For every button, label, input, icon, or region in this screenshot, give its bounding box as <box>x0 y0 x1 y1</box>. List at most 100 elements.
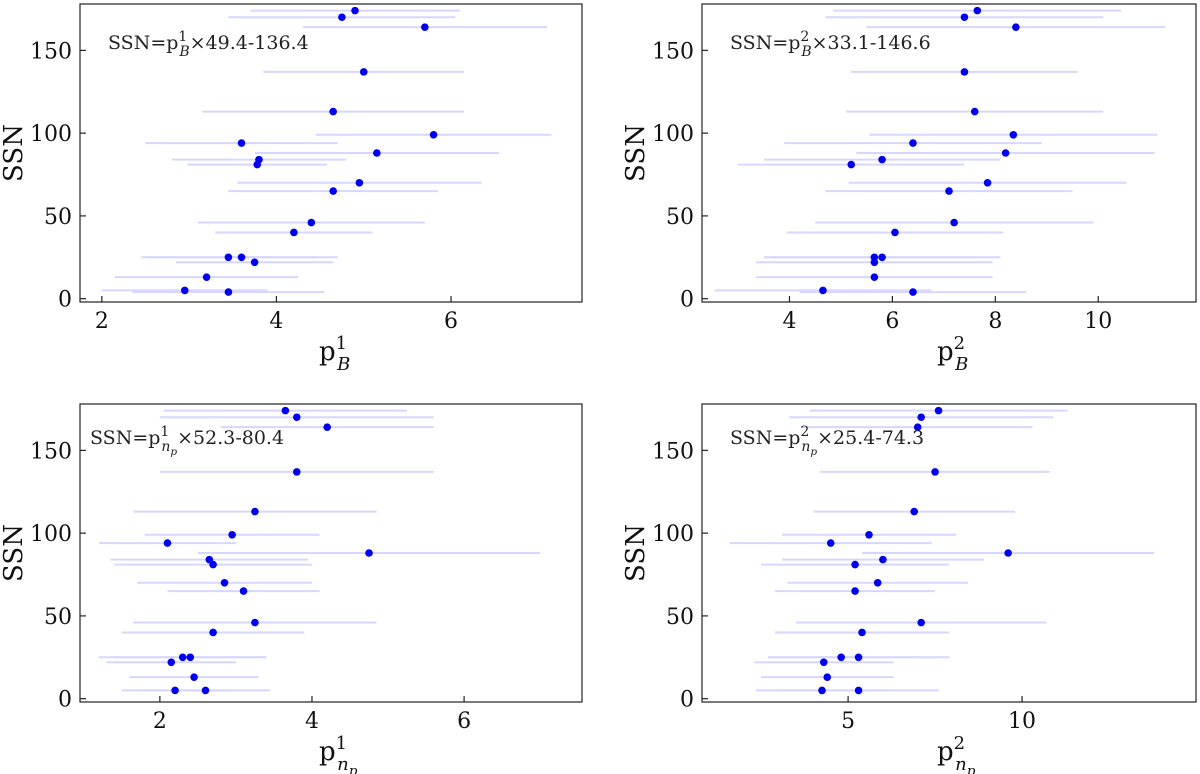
data-point <box>909 139 917 147</box>
x-tick-label: 6 <box>885 309 899 334</box>
data-point <box>934 406 943 415</box>
data-point <box>359 68 368 76</box>
data-point <box>1001 149 1010 157</box>
x-tick-label: 2 <box>153 709 167 734</box>
regression-annotation: SSN=p2 np×25.4-74.3 <box>730 424 924 458</box>
data-point <box>973 6 982 15</box>
data-point <box>879 555 887 564</box>
data-point <box>819 658 828 667</box>
data-point <box>429 130 438 139</box>
y-axis-label: SSN <box>0 124 29 182</box>
regression-annotation: SSN=p2 B×33.1-146.6 <box>730 29 931 60</box>
data-point <box>186 653 195 662</box>
x-axis-label: p2 np <box>937 733 976 774</box>
data-point <box>163 539 172 547</box>
x-tick-label: 10 <box>1008 709 1036 734</box>
data-point <box>239 587 248 595</box>
data-point <box>290 228 298 237</box>
data-point <box>858 628 866 637</box>
x-tick-label: 4 <box>269 309 283 334</box>
data-point <box>209 628 217 637</box>
y-tick-label: 100 <box>30 522 72 547</box>
data-point <box>854 653 863 662</box>
data-point <box>826 539 835 547</box>
data-point <box>960 68 969 76</box>
data-point <box>292 468 301 476</box>
data-point <box>854 686 863 695</box>
data-point <box>190 673 198 681</box>
y-tick-label: 150 <box>30 439 72 464</box>
chart-panel-3: 2 4 6 0 50 100 150 SSN p1 np SSN=p1 np×52.3-80.4 <box>0 403 583 774</box>
data-point <box>960 13 969 22</box>
axes-frame <box>79 3 583 303</box>
x-tick-label: 6 <box>444 309 458 334</box>
data-point <box>1004 549 1012 557</box>
data-point <box>1012 23 1020 31</box>
data-point <box>865 530 873 539</box>
regression-annotation: SSN=p1 np×52.3-80.4 <box>90 424 284 458</box>
data-point <box>351 6 359 15</box>
data-point <box>323 423 331 431</box>
data-point <box>851 587 859 595</box>
y-tick-label: 50 <box>666 605 694 630</box>
data-point <box>253 160 262 169</box>
data-point <box>950 218 958 227</box>
x-axis-label: p1 np <box>319 733 358 774</box>
data-point <box>910 507 919 516</box>
data-point <box>237 139 246 147</box>
regression-annotation: SSN=p1 B×49.4-136.4 <box>108 29 309 60</box>
x-tick-label: 4 <box>782 309 796 334</box>
data-point <box>329 107 337 116</box>
y-tick-label: 50 <box>44 205 72 230</box>
x-tick-label: 4 <box>305 709 319 734</box>
data-point <box>307 218 316 227</box>
y-axis-label: SSN <box>621 524 651 582</box>
data-point <box>851 560 859 569</box>
y-tick-label: 0 <box>680 288 694 313</box>
data-point <box>180 286 189 295</box>
data-point <box>338 13 346 22</box>
y-tick-label: 50 <box>666 205 694 230</box>
data-point <box>1009 130 1018 139</box>
data-point <box>909 288 917 296</box>
data-point <box>202 273 211 281</box>
data-point <box>891 228 899 237</box>
data-point <box>250 258 259 267</box>
y-tick-label: 0 <box>680 688 694 713</box>
data-point <box>873 579 882 587</box>
x-tick-label: 6 <box>457 709 471 734</box>
chart-panel-1: 2 4 6 0 50 100 150 SSN p1 B SSN=p1 B×49.4-136.4 <box>0 3 583 375</box>
data-point <box>421 23 429 31</box>
data-point <box>292 413 301 422</box>
data-point <box>878 155 886 164</box>
axes-frame <box>79 403 583 703</box>
data-point <box>818 686 826 695</box>
y-tick-label: 0 <box>58 288 72 313</box>
y-tick-label: 50 <box>44 605 72 630</box>
x-tick-label: 2 <box>95 309 109 334</box>
x-tick-label: 8 <box>988 309 1002 334</box>
data-point <box>224 288 233 296</box>
data-point <box>365 549 373 557</box>
data-point <box>178 653 187 662</box>
x-tick-label: 5 <box>841 709 855 734</box>
data-point <box>171 686 179 695</box>
data-point <box>251 618 259 627</box>
y-axis-label: SSN <box>0 524 29 582</box>
data-point <box>931 468 939 476</box>
y-axis-label: SSN <box>621 124 651 182</box>
data-point <box>251 507 259 516</box>
x-axis-label: p2 B <box>937 333 968 375</box>
data-point <box>237 253 246 262</box>
data-point <box>878 253 886 262</box>
x-tick-label: 10 <box>1084 309 1112 334</box>
axes-frame <box>701 403 1197 703</box>
x-axis-label: p1 B <box>319 333 350 375</box>
data-point <box>983 179 992 187</box>
y-tick-label: 0 <box>58 688 72 713</box>
data-point <box>355 179 364 187</box>
data-point <box>220 579 229 587</box>
